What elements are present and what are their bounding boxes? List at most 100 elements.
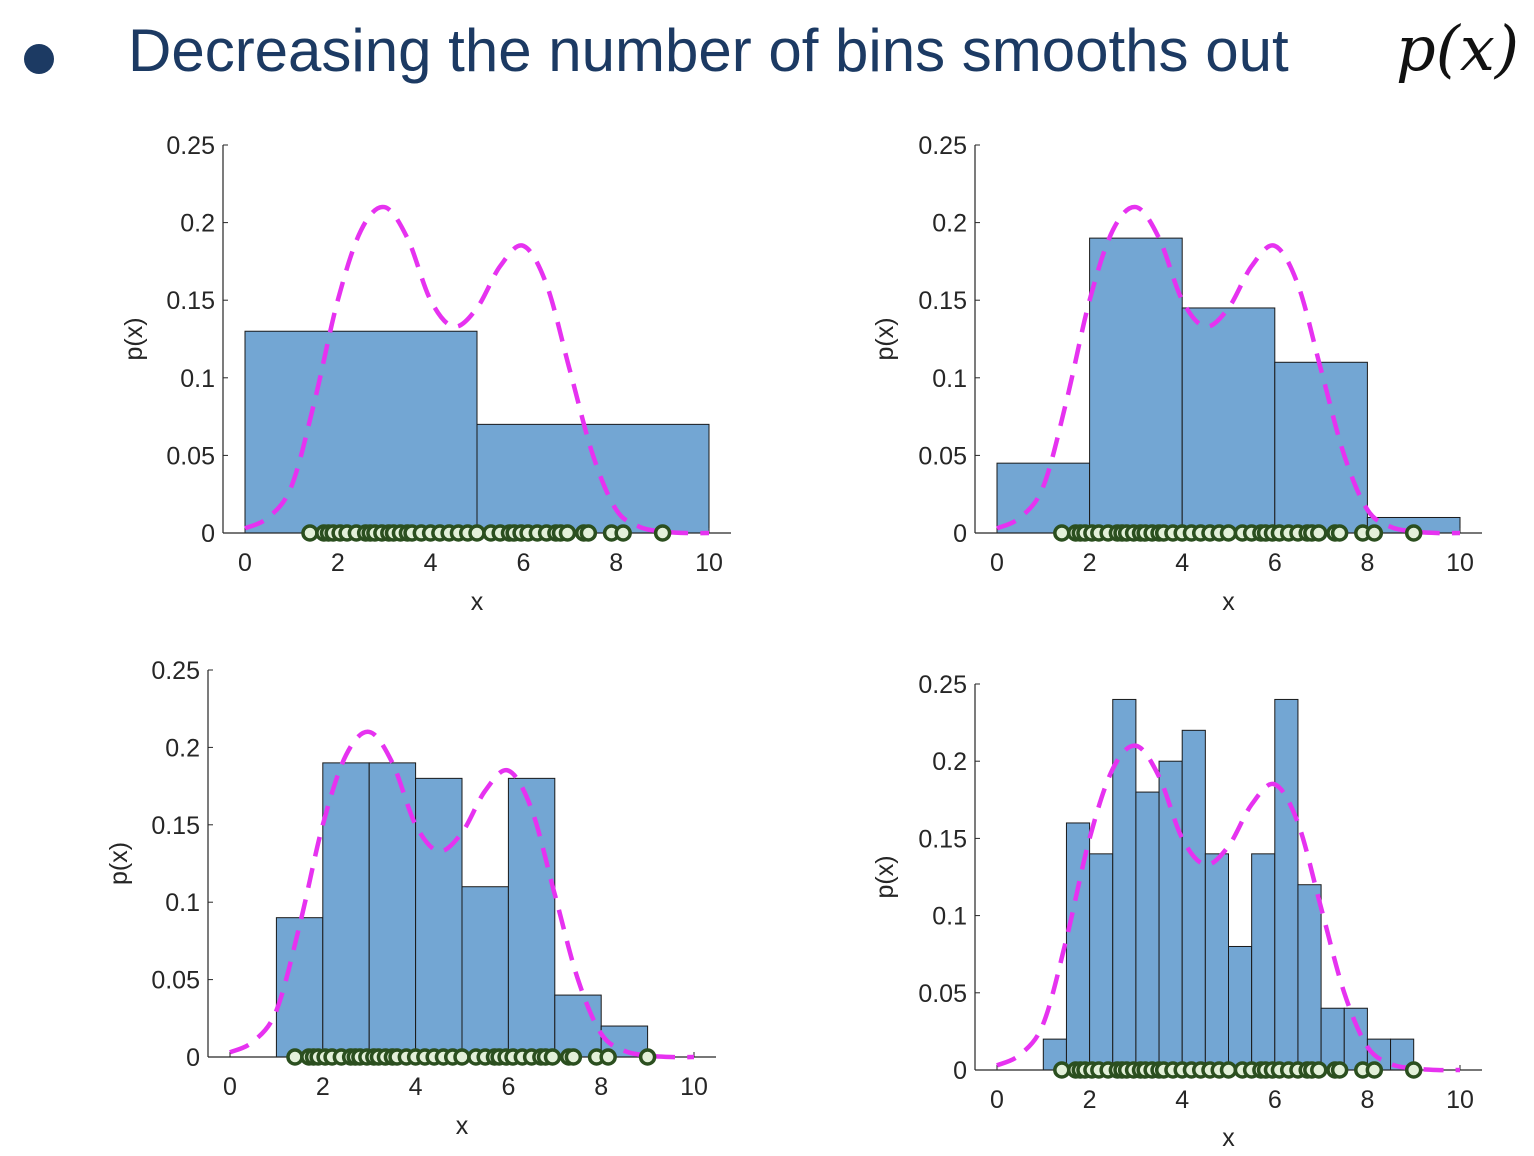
density-curve (229, 729, 695, 1060)
sample-point (653, 524, 672, 542)
sample-point (1310, 1061, 1328, 1079)
sample-point (564, 1048, 583, 1066)
sample-point (558, 524, 577, 542)
sample-point (1053, 524, 1071, 542)
y-tick-label: 0.1 (932, 903, 967, 931)
histogram-bar (1320, 1007, 1345, 1071)
x-tick-label: 8 (609, 549, 623, 577)
heading-math: p(x) (1396, 12, 1520, 85)
sample-point (1365, 1061, 1384, 1079)
sample-point (1219, 1061, 1238, 1079)
y-tick-label: 0.2 (932, 210, 967, 238)
sample-point (614, 524, 632, 542)
histogram-bar (476, 423, 710, 534)
x-axis-label: x (471, 588, 484, 616)
sample-point (1404, 1061, 1423, 1079)
histogram-bar (1089, 853, 1114, 1071)
x-tick-label: 4 (1175, 549, 1189, 577)
y-tick-label: 0.1 (180, 365, 215, 393)
y-tick-label: 0.25 (918, 671, 967, 699)
density-curve (244, 204, 710, 536)
sample-point (286, 1048, 304, 1066)
density-curve (996, 743, 1461, 1073)
x-tick-label: 6 (501, 1073, 515, 1101)
filled-circle-bullet-icon (24, 44, 54, 74)
x-axis-label: x (456, 1112, 469, 1140)
x-tick-label: 4 (409, 1073, 423, 1101)
y-axis-label: p(x) (120, 317, 148, 360)
y-tick-label: 0 (953, 520, 967, 548)
histogram-bar (1158, 760, 1183, 1071)
y-tick-label: 0 (186, 1044, 200, 1072)
x-tick-label: 8 (1360, 1086, 1374, 1114)
histogram-panel-top-left: 0 0.05 0.1 0.15 0.2 0.25 0 2 4 6 8 10 x p(x) (120, 132, 731, 616)
histogram-bar (275, 917, 324, 1058)
y-tick-label: 0.2 (180, 210, 215, 238)
y-tick-label: 0.1 (165, 889, 200, 917)
x-tick-label: 0 (990, 1086, 1004, 1114)
histogram-bar (554, 994, 602, 1058)
y-axis-label: p(x) (105, 842, 133, 885)
histogram-bar (1204, 853, 1229, 1071)
y-tick-label: 0.25 (918, 132, 967, 160)
y-tick-label: 0.15 (918, 825, 967, 853)
y-tick-label: 0.25 (166, 132, 215, 160)
histogram-bar (322, 762, 370, 1058)
x-axis-label: x (1222, 1124, 1235, 1152)
y-tick-label: 0.2 (932, 748, 967, 776)
x-tick-label: 6 (516, 549, 530, 577)
histogram-bar (1274, 698, 1299, 1071)
x-tick-label: 0 (238, 549, 252, 577)
sample-point (1330, 524, 1349, 542)
x-axis-label: x (1222, 588, 1235, 616)
y-tick-label: 0.25 (151, 657, 200, 685)
sample-point (1404, 524, 1423, 542)
x-tick-label: 2 (1083, 1086, 1097, 1114)
sample-point (638, 1048, 657, 1066)
sample-point (579, 524, 598, 542)
y-tick-label: 0.1 (932, 365, 967, 393)
sample-point (543, 1048, 562, 1066)
sample-point (1310, 524, 1328, 542)
x-tick-label: 10 (1446, 1086, 1474, 1114)
y-tick-label: 0.05 (918, 980, 967, 1008)
histogram-bar (507, 777, 556, 1058)
heading-text: Decreasing the number of bins smooths ou… (128, 17, 1289, 84)
x-tick-label: 10 (695, 549, 723, 577)
y-tick-label: 0 (201, 520, 215, 548)
sample-point (468, 524, 486, 542)
sample-point (1219, 524, 1238, 542)
sample-point (301, 524, 319, 542)
sample-point (599, 1048, 617, 1066)
x-tick-label: 10 (680, 1073, 708, 1101)
histogram-bar (1112, 698, 1137, 1071)
y-axis-label: p(x) (871, 317, 899, 360)
x-tick-label: 8 (594, 1073, 608, 1101)
x-tick-label: 6 (1268, 1086, 1282, 1114)
sample-point (1365, 524, 1384, 542)
y-tick-label: 0.15 (918, 287, 967, 315)
x-tick-label: 0 (223, 1073, 237, 1101)
histogram-panel-top-right: 0 0.05 0.1 0.15 0.2 0.25 0 2 4 6 8 10 x p(x) (871, 132, 1482, 616)
x-tick-label: 2 (331, 549, 345, 577)
x-tick-label: 6 (1268, 549, 1282, 577)
y-tick-label: 0.05 (918, 442, 967, 470)
x-tick-label: 4 (1175, 1086, 1189, 1114)
x-tick-label: 2 (316, 1073, 330, 1101)
histogram-bar (1089, 237, 1183, 534)
y-tick-label: 0.05 (166, 442, 215, 470)
sample-point (1330, 1061, 1349, 1079)
histogram-bar (1181, 307, 1276, 534)
histogram-bar (1181, 729, 1206, 1071)
histogram-bar (244, 330, 478, 534)
sample-point (1053, 1061, 1071, 1079)
histogram-bar (1343, 1007, 1368, 1071)
histogram-bar (1251, 853, 1276, 1071)
histogram-bar (461, 886, 509, 1058)
x-tick-label: 4 (424, 549, 438, 577)
y-tick-label: 0.15 (151, 812, 200, 840)
histogram-bar (1135, 791, 1160, 1071)
y-tick-label: 0.2 (165, 734, 200, 762)
y-tick-label: 0 (953, 1057, 967, 1085)
